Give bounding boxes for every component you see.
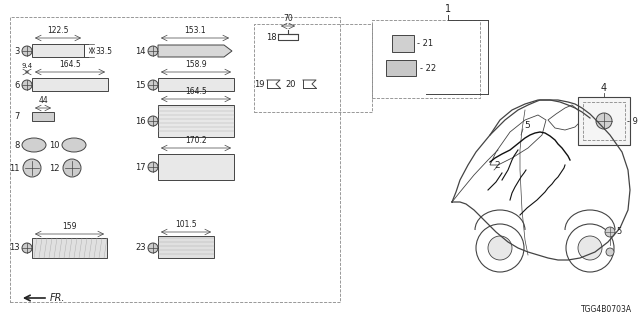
Circle shape	[578, 236, 602, 260]
Text: 1: 1	[445, 4, 451, 14]
Text: 153.1: 153.1	[184, 26, 206, 35]
Bar	[386, 60, 416, 76]
Text: 17: 17	[136, 163, 146, 172]
Bar	[254, 24, 372, 112]
Text: 9.4: 9.4	[21, 63, 33, 69]
Text: - 21: - 21	[417, 38, 433, 47]
Text: 15: 15	[136, 81, 146, 90]
Text: 164.5: 164.5	[185, 87, 207, 96]
Ellipse shape	[22, 138, 46, 152]
Circle shape	[148, 243, 158, 253]
Text: TGG4B0703A: TGG4B0703A	[581, 305, 632, 314]
Bar	[158, 236, 214, 258]
Bar	[158, 78, 234, 91]
Text: 19: 19	[255, 79, 265, 89]
Bar	[583, 102, 625, 140]
Text: 13: 13	[10, 244, 20, 252]
Text: 12: 12	[49, 164, 60, 172]
Bar	[32, 44, 84, 57]
Circle shape	[22, 80, 32, 90]
Text: - 9: - 9	[627, 116, 638, 125]
Text: 6: 6	[15, 81, 20, 90]
Circle shape	[148, 80, 158, 90]
Ellipse shape	[62, 138, 86, 152]
Circle shape	[488, 236, 512, 260]
Text: 122.5: 122.5	[47, 26, 68, 35]
Text: 101.5: 101.5	[175, 220, 197, 229]
Text: 164.5: 164.5	[59, 60, 81, 69]
Bar	[32, 238, 107, 258]
Text: 170.2: 170.2	[185, 136, 207, 145]
Circle shape	[22, 243, 32, 253]
Text: 8: 8	[15, 140, 20, 149]
Text: - 22: - 22	[420, 63, 436, 73]
Text: FR.: FR.	[50, 293, 65, 303]
Bar	[158, 154, 234, 180]
Text: 23: 23	[136, 244, 146, 252]
Text: 14: 14	[136, 46, 146, 55]
Circle shape	[148, 46, 158, 56]
Text: 44: 44	[38, 96, 48, 105]
Bar	[372, 20, 480, 98]
Text: 159: 159	[62, 222, 77, 231]
Text: 10: 10	[49, 140, 60, 149]
Text: 7: 7	[15, 111, 20, 121]
Text: 5: 5	[616, 228, 621, 236]
Text: 18: 18	[266, 33, 277, 42]
Text: 20: 20	[285, 79, 296, 89]
Bar	[392, 35, 414, 52]
Bar	[578, 97, 630, 145]
Bar	[158, 105, 234, 137]
Bar	[32, 78, 108, 91]
Text: 70: 70	[283, 14, 293, 23]
Bar	[10, 17, 340, 302]
Text: 16: 16	[136, 116, 146, 125]
Circle shape	[148, 116, 158, 126]
Circle shape	[23, 159, 41, 177]
Circle shape	[596, 113, 612, 129]
Circle shape	[63, 159, 81, 177]
Circle shape	[148, 162, 158, 172]
Text: 5: 5	[524, 121, 530, 130]
Circle shape	[22, 46, 32, 56]
Text: 11: 11	[10, 164, 20, 172]
Text: 2: 2	[494, 161, 500, 170]
Text: 4: 4	[601, 83, 607, 93]
Text: 33.5: 33.5	[95, 46, 112, 55]
Circle shape	[606, 248, 614, 256]
Text: 158.9: 158.9	[185, 60, 207, 69]
Polygon shape	[158, 45, 232, 57]
Bar	[32, 112, 54, 121]
Text: 3: 3	[15, 46, 20, 55]
Circle shape	[605, 227, 615, 237]
